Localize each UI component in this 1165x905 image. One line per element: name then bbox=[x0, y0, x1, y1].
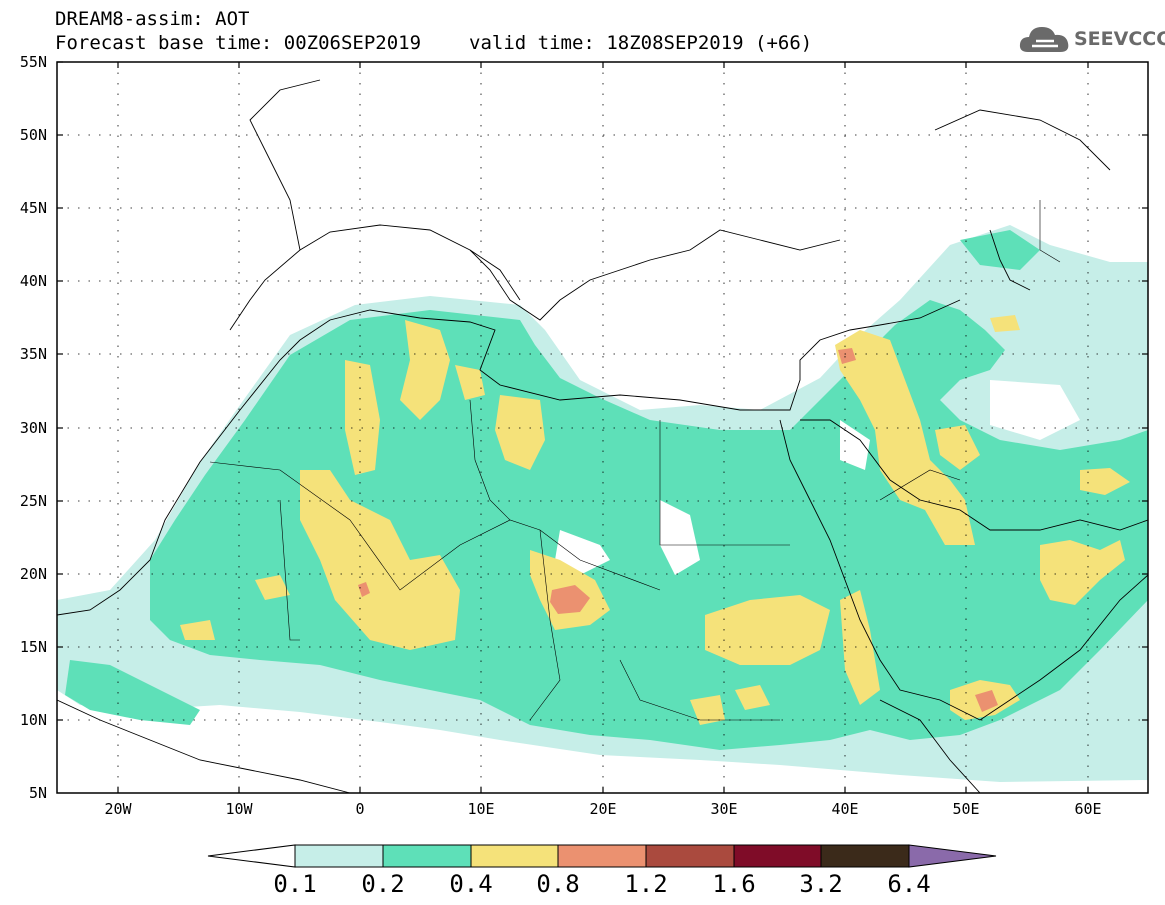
lat-label: 25N bbox=[20, 492, 47, 510]
axis-ticks bbox=[57, 61, 1148, 793]
lon-label: 20E bbox=[589, 800, 616, 818]
lat-label: 5N bbox=[29, 784, 47, 802]
forecast-base-time: Forecast base time: 00Z06SEP2019 bbox=[55, 32, 422, 54]
cloud-icon bbox=[1019, 27, 1069, 52]
valid-time: valid time: 18Z08SEP2019 (+66) bbox=[469, 32, 813, 54]
lon-label: 10E bbox=[467, 800, 494, 818]
colorbar bbox=[207, 844, 997, 868]
lat-label: 10N bbox=[20, 711, 47, 729]
lat-label: 40N bbox=[20, 272, 47, 290]
colorbar-label: 1.6 bbox=[712, 870, 755, 898]
aot-band-0-8 bbox=[358, 348, 998, 712]
colorbar-segment bbox=[557, 844, 647, 868]
colorbar-label: 0.8 bbox=[536, 870, 579, 898]
colorbar-segment bbox=[820, 844, 910, 868]
lon-label: 0 bbox=[355, 800, 364, 818]
colorbar-segment bbox=[294, 844, 384, 868]
colorbar-label: 3.2 bbox=[799, 870, 842, 898]
lat-label: 20N bbox=[20, 565, 47, 583]
longitude-labels: 20W 10W 0 10E 20E 30E 40E 50E 60E bbox=[104, 800, 1101, 818]
lon-label: 40E bbox=[831, 800, 858, 818]
coastlines bbox=[57, 79, 1148, 793]
colorbar-segment bbox=[382, 844, 472, 868]
lon-label: 50E bbox=[952, 800, 979, 818]
colorbar-segment bbox=[908, 844, 997, 868]
colorbar-label: 0.4 bbox=[449, 870, 492, 898]
seevccc-logo: SEEVCCC bbox=[1018, 22, 1165, 58]
colorbar-label: 6.4 bbox=[887, 870, 930, 898]
colorbar-segment bbox=[645, 844, 735, 868]
forecast-times: Forecast base time: 00Z06SEP2019 valid ti… bbox=[55, 32, 812, 54]
graticule bbox=[57, 62, 1148, 793]
logo-text: SEEVCCC bbox=[1074, 28, 1165, 50]
lat-label: 15N bbox=[20, 638, 47, 656]
colorbar-label: 0.2 bbox=[361, 870, 404, 898]
lon-label: 60E bbox=[1074, 800, 1101, 818]
lat-label: 55N bbox=[20, 53, 47, 71]
aot-contour-field bbox=[57, 225, 1148, 782]
colorbar-label: 0.1 bbox=[273, 870, 316, 898]
map-title: DREAM8-assim: AOT bbox=[55, 8, 250, 30]
lat-label: 30N bbox=[20, 419, 47, 437]
lat-label: 45N bbox=[20, 199, 47, 217]
colorbar-label: 1.2 bbox=[624, 870, 667, 898]
lon-label: 30E bbox=[710, 800, 737, 818]
colorbar-segment bbox=[733, 844, 822, 868]
lat-label: 50N bbox=[20, 126, 47, 144]
lon-label: 10W bbox=[225, 800, 253, 818]
latitude-labels: 55N 50N 45N 40N 35N 30N 25N 20N 15N 10N … bbox=[20, 53, 47, 802]
lat-label: 35N bbox=[20, 345, 47, 363]
colorbar-labels: 0.1 0.2 0.4 0.8 1.2 1.6 3.2 6.4 bbox=[273, 870, 930, 898]
aot-band-0-4 bbox=[180, 315, 1130, 725]
aot-clear-areas bbox=[555, 380, 1080, 575]
lon-label: 20W bbox=[104, 800, 132, 818]
colorbar-segment bbox=[207, 844, 296, 868]
colorbar-segment bbox=[470, 844, 559, 868]
country-borders bbox=[209, 200, 1061, 721]
